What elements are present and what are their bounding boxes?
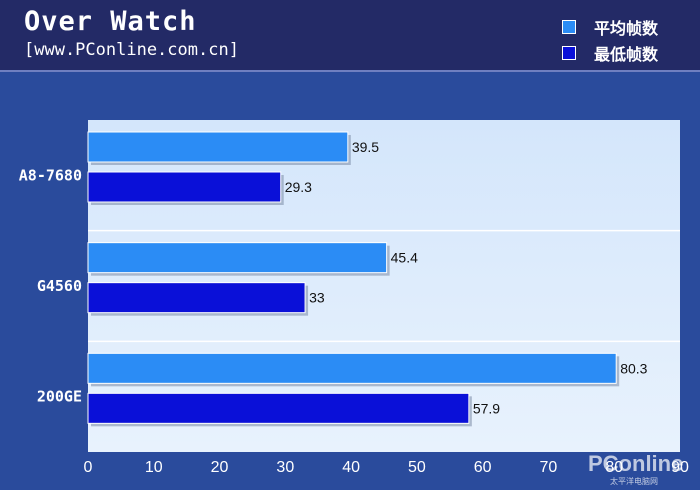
data-label: 29.3 xyxy=(285,179,312,195)
legend-label-avg: 平均帧数 xyxy=(594,19,659,38)
data-label: 33 xyxy=(309,290,325,306)
x-tick-label: 0 xyxy=(84,459,93,476)
bar-avg-0 xyxy=(87,131,349,163)
legend: 平均帧数 最低帧数 xyxy=(562,14,658,66)
x-tick-label: 80 xyxy=(605,459,623,476)
bar-min-2 xyxy=(87,392,470,424)
watermark: PConline 太平洋电脑网 xyxy=(588,451,683,486)
x-tick-label: 70 xyxy=(540,459,558,476)
x-tick-label: 20 xyxy=(211,459,229,476)
legend-label-min: 最低帧数 xyxy=(594,45,659,64)
x-tick-label: 60 xyxy=(474,459,492,476)
data-label: 57.9 xyxy=(473,400,500,416)
data-label: 80.3 xyxy=(620,360,647,376)
x-tick-label: 40 xyxy=(342,459,360,476)
legend-item-avg: 平均帧数 xyxy=(562,14,658,40)
watermark-text: PConline xyxy=(588,451,683,476)
x-tick-label: 10 xyxy=(145,459,163,476)
legend-swatch-min xyxy=(562,46,576,60)
x-tick-label: 30 xyxy=(276,459,294,476)
category-label: A8-7680 xyxy=(19,166,82,184)
data-label: 45.4 xyxy=(391,250,418,266)
bar-avg-1 xyxy=(87,242,388,274)
x-tick-label: 90 xyxy=(671,459,689,476)
bar-avg-2 xyxy=(87,352,617,384)
chart-header: Over Watch [www.PConline.com.cn] 平均帧数 最低… xyxy=(0,0,700,72)
data-label: 39.5 xyxy=(352,139,379,155)
x-tick-label: 50 xyxy=(408,459,426,476)
watermark-subtext: 太平洋电脑网 xyxy=(610,476,658,486)
category-label: G4560 xyxy=(37,277,82,295)
legend-item-min: 最低帧数 xyxy=(562,40,658,66)
category-label: 200GE xyxy=(37,388,82,406)
legend-swatch-avg xyxy=(562,20,576,34)
bar-min-1 xyxy=(87,282,306,314)
chart-subtitle: [www.PConline.com.cn] xyxy=(24,40,239,60)
bar-min-0 xyxy=(87,171,282,203)
chart-title: Over Watch xyxy=(24,6,197,37)
